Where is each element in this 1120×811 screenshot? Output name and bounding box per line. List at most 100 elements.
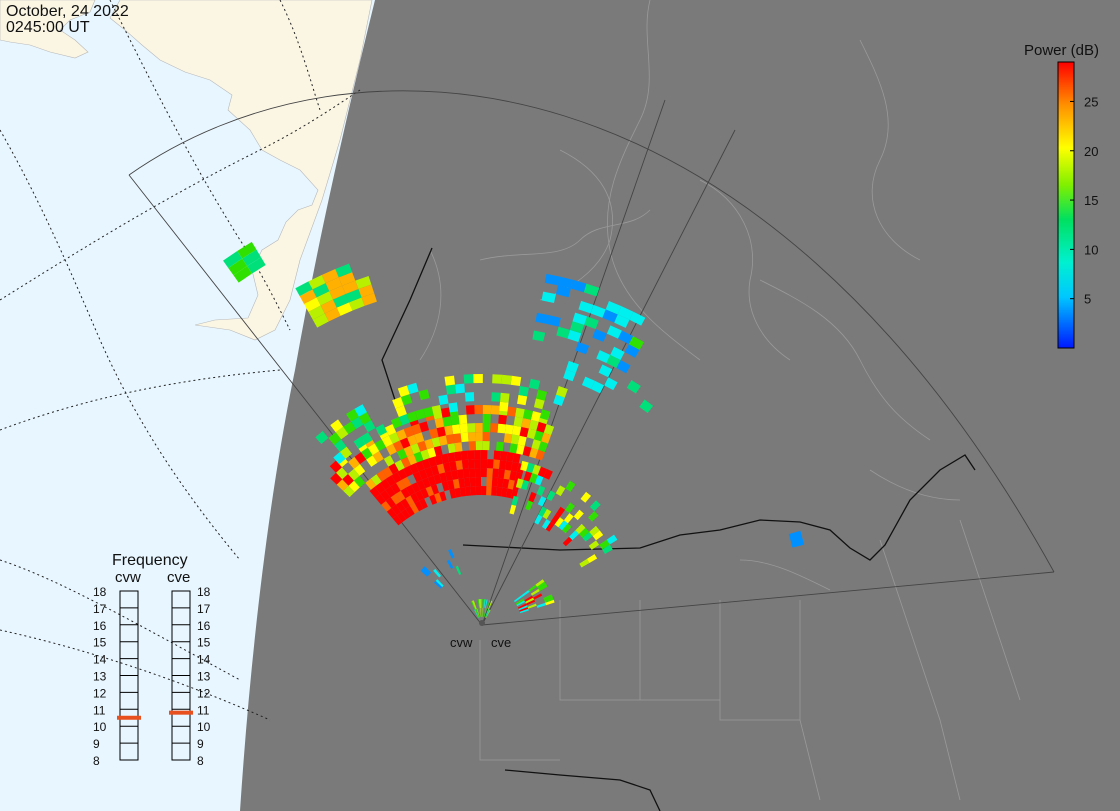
echo-cell	[556, 326, 570, 339]
echo-cell	[316, 291, 333, 306]
echo-cell	[433, 445, 443, 457]
echo-cell	[434, 454, 443, 466]
echo-cell	[527, 603, 537, 609]
echo-cell	[533, 593, 543, 600]
echo-cell	[420, 488, 430, 499]
frequency-marker	[169, 710, 193, 715]
echo-cell	[591, 380, 605, 394]
echo-cell	[433, 473, 442, 485]
echo-cell	[465, 486, 472, 496]
radar-site-marker	[479, 620, 485, 626]
echo-cell	[474, 609, 479, 618]
echo-cell	[447, 452, 456, 463]
echo-cell	[515, 444, 525, 455]
echo-cell	[481, 599, 483, 609]
echo-cell	[624, 344, 640, 358]
echo-cell	[398, 413, 410, 426]
echo-cell	[334, 439, 347, 452]
echo-cell	[336, 302, 353, 316]
frequency-scale-label: 16	[93, 619, 107, 633]
echo-cell	[396, 448, 408, 460]
radar-echoes	[223, 241, 805, 619]
echo-cell	[433, 580, 443, 589]
echo-cell	[581, 376, 595, 389]
echo-cell	[474, 450, 481, 460]
echo-cell	[295, 281, 313, 297]
echo-cell	[523, 471, 532, 482]
echo-cell	[454, 442, 463, 452]
echo-cell	[233, 266, 253, 283]
echo-cell	[535, 312, 549, 324]
echo-cell	[617, 330, 634, 345]
echo-cell	[511, 495, 519, 506]
echo-cell	[532, 330, 546, 342]
echo-cell	[421, 458, 431, 470]
echo-cell	[626, 380, 641, 394]
echo-cell	[474, 609, 479, 618]
echo-cell	[403, 465, 413, 477]
echo-cell	[479, 599, 482, 609]
echo-cell	[304, 297, 321, 312]
echo-cell	[444, 375, 456, 386]
echo-cell	[510, 461, 519, 472]
echo-cell	[394, 459, 405, 472]
echo-cell	[409, 463, 419, 475]
echo-cell	[459, 423, 468, 434]
echo-cell	[528, 419, 539, 431]
echo-cell	[554, 517, 564, 528]
frequency-marker	[117, 715, 141, 720]
echo-cell	[541, 519, 551, 530]
echo-cell	[474, 423, 483, 433]
echo-cell	[504, 460, 513, 471]
echo-cell	[324, 307, 341, 322]
echo-cell	[434, 492, 442, 503]
map-outlines	[419, 0, 1021, 801]
echo-cell	[456, 469, 464, 479]
echo-cell	[429, 494, 438, 505]
echo-cell	[472, 600, 477, 610]
echo-cell	[513, 416, 523, 427]
echo-cell	[499, 401, 509, 412]
echo-cell	[578, 300, 594, 314]
echo-cell	[501, 374, 512, 385]
echo-cell	[533, 398, 545, 410]
echo-cell	[413, 451, 424, 463]
echo-cell	[606, 354, 621, 369]
echo-cell	[483, 599, 485, 609]
echo-cell	[518, 605, 528, 611]
echo-cell	[376, 470, 388, 482]
echo-cell	[381, 435, 393, 448]
echo-cell	[606, 534, 618, 545]
echo-cell	[342, 280, 359, 295]
echo-cell	[589, 525, 600, 537]
echo-cell	[483, 608, 487, 618]
echo-cell	[414, 432, 425, 444]
echo-cell	[397, 385, 410, 398]
night-shading	[240, 0, 1120, 811]
echo-cell	[490, 405, 500, 415]
echo-cell	[602, 309, 618, 323]
echo-cell	[366, 455, 378, 467]
echo-cell	[517, 394, 528, 406]
echo-cell	[395, 405, 407, 418]
echo-cell	[473, 374, 483, 384]
echo-cell	[440, 453, 450, 464]
echo-cell	[431, 404, 442, 416]
echo-cell	[482, 423, 491, 433]
echo-cell	[544, 273, 560, 286]
echo-cell	[628, 336, 645, 350]
echo-cell	[510, 434, 520, 445]
echo-cell	[242, 249, 262, 267]
frequency-title: Frequency	[112, 552, 188, 569]
echo-cell	[583, 283, 600, 297]
echo-cell	[462, 468, 470, 479]
echo-cell	[569, 530, 579, 541]
echo-cell	[455, 460, 463, 471]
echo-cell	[465, 405, 475, 415]
echo-cell	[458, 478, 466, 488]
echo-cell	[486, 459, 494, 469]
echo-cell	[629, 311, 646, 326]
echo-cell	[382, 466, 393, 478]
echo-cell	[467, 432, 476, 442]
echo-cell	[528, 491, 537, 503]
